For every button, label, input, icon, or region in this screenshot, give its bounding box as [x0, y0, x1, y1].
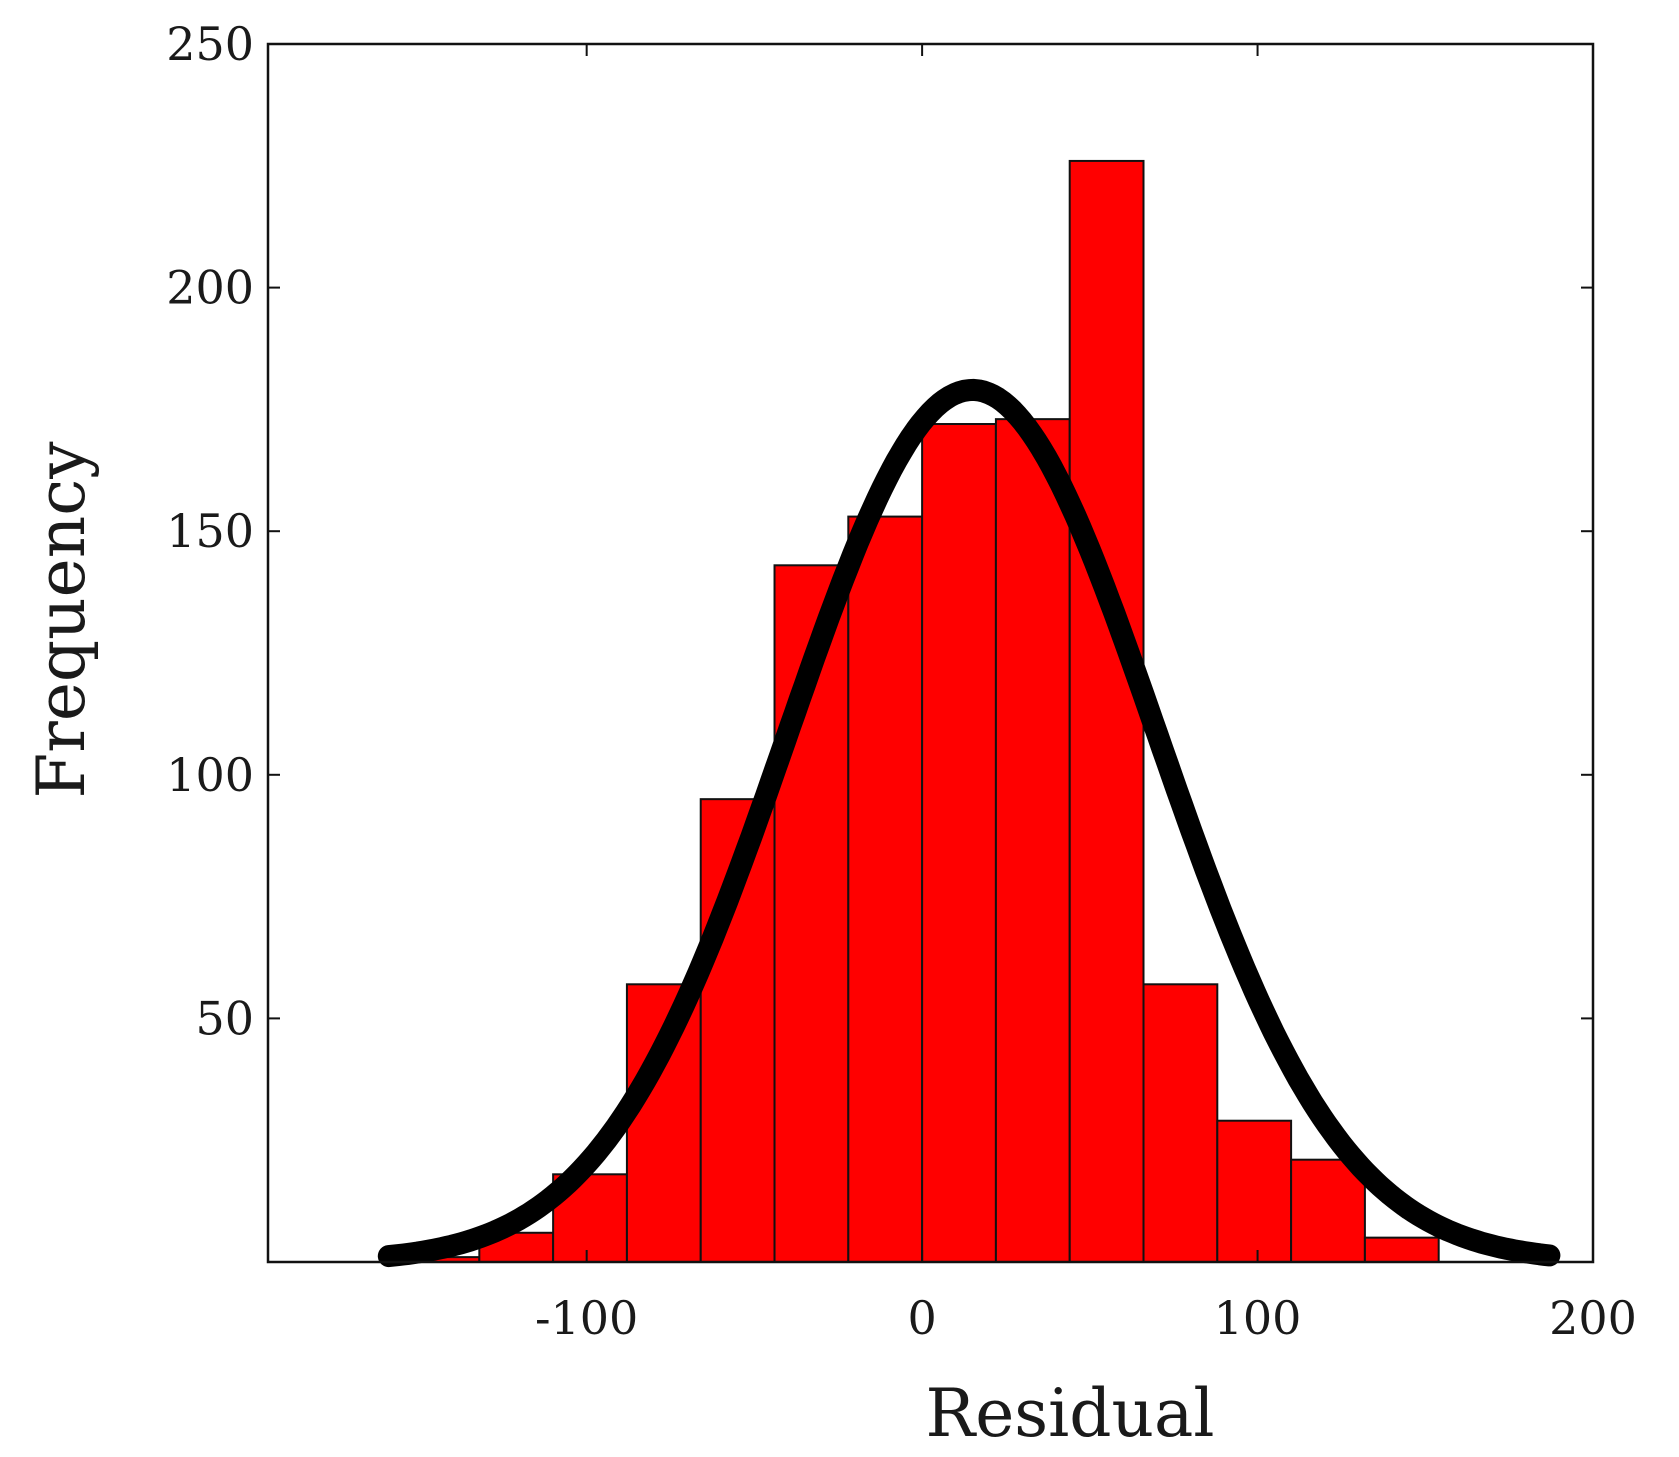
y-tick-label-100: 100 [166, 748, 254, 802]
histogram-bar-6 [847, 515, 924, 1263]
plot-frame [266, 42, 1595, 1264]
x-axis-ticks: -100 0 100 200 [535, 44, 1637, 1345]
y-tick-label-250: 250 [166, 17, 254, 71]
histogram-bar-10 [1142, 983, 1219, 1264]
histogram-bar-9 [1068, 159, 1145, 1264]
histogram-bars [404, 159, 1440, 1264]
x-axis-title: Residual [926, 1375, 1215, 1452]
y-axis-title: Frequency [23, 441, 100, 799]
histogram-bar-7 [921, 423, 997, 1263]
x-tick-label-0: 0 [907, 1291, 936, 1345]
histogram-bar-12 [1290, 1158, 1366, 1263]
histogram-bar-11 [1216, 1119, 1293, 1264]
y-axis-ticks: 50 100 150 200 250 [166, 17, 1593, 1045]
histogram-bar-8 [994, 418, 1071, 1264]
y-tick-label-150: 150 [166, 504, 254, 558]
y-tick-label-200: 200 [166, 261, 254, 315]
x-tick-label-100: 100 [1214, 1291, 1302, 1345]
x-tick-label--100: -100 [535, 1291, 638, 1345]
x-tick-label-200: 200 [1549, 1291, 1637, 1345]
normal-fit-curve [377, 378, 1561, 1268]
histogram-bar-13 [1363, 1236, 1440, 1264]
y-tick-label-50: 50 [195, 991, 254, 1045]
